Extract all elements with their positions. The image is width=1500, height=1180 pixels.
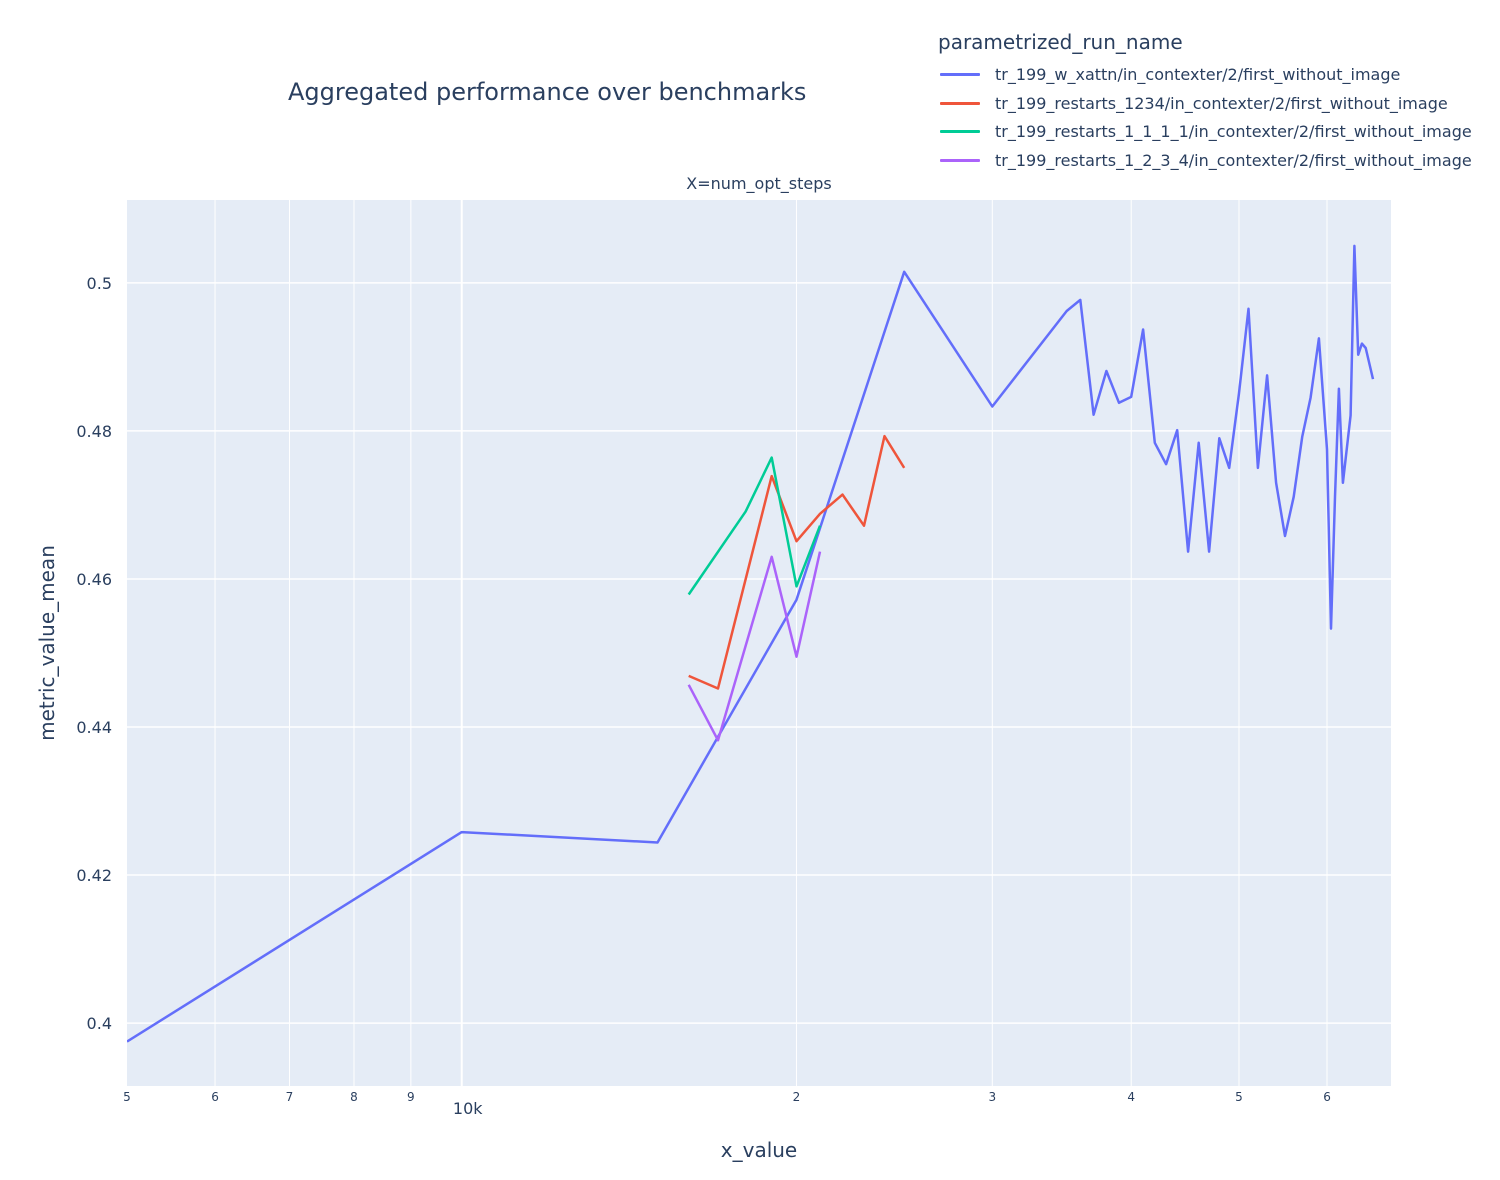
y-tick-label: 0.48: [76, 422, 112, 441]
x-tick-label: 5: [123, 1090, 131, 1104]
series-line-3[interactable]: [687, 551, 822, 742]
y-tick-label: 0.42: [76, 866, 112, 885]
legend-item-xattn[interactable]: tr_199_w_xattn/in_contexter/2/first_with…: [940, 64, 1400, 84]
x-tick-label: 6: [211, 1090, 219, 1104]
legend-item-restarts-1-2-3-4[interactable]: tr_199_restarts_1_2_3_4/in_contexter/2/f…: [940, 150, 1472, 170]
x-tick-label: 7: [286, 1090, 294, 1104]
legend-swatch: [940, 129, 980, 133]
y-tick-label: 0.5: [87, 274, 112, 293]
x-tick-label: 6: [1323, 1090, 1331, 1104]
chart-title: Aggregated performance over benchmarks: [288, 78, 807, 106]
x-tick-label: 3: [988, 1090, 996, 1104]
tick-labels: 5 6 7 8 9 2 3 4 5 6 10k 0.4 0.42 0.44 0.46 0.48 0.5: [76, 274, 1330, 1118]
grid-lines: [127, 200, 1391, 1086]
legend-swatch: [940, 101, 980, 105]
series-line-2[interactable]: [687, 456, 822, 596]
legend-label: tr_199_restarts_1234/in_contexter/2/firs…: [995, 93, 1448, 113]
x-tick-label: 4: [1127, 1090, 1135, 1104]
y-tick-label: 0.44: [76, 718, 112, 737]
series-lines: [127, 244, 1375, 1043]
x-tick-label: 2: [793, 1090, 801, 1104]
x-tick-label: 9: [407, 1090, 415, 1104]
y-tick-label: 0.46: [76, 570, 112, 589]
subplot-title: X=num_opt_steps: [686, 174, 832, 193]
x-tick-label: 5: [1235, 1090, 1243, 1104]
series-line-0[interactable]: [127, 244, 1375, 1043]
x-major-tick-label: 10k: [453, 1099, 483, 1118]
x-axis-title: x_value: [720, 1138, 798, 1162]
legend-item-restarts-1234[interactable]: tr_199_restarts_1234/in_contexter/2/firs…: [940, 93, 1448, 113]
legend-label: tr_199_restarts_1_1_1_1/in_contexter/2/f…: [995, 121, 1472, 141]
legend-label: tr_199_restarts_1_2_3_4/in_contexter/2/f…: [995, 150, 1472, 170]
plot-background: [127, 200, 1391, 1086]
legend-label: tr_199_w_xattn/in_contexter/2/first_with…: [995, 64, 1401, 84]
y-axis-title: metric_value_mean: [35, 545, 59, 741]
y-tick-label: 0.4: [87, 1014, 112, 1033]
legend-item-restarts-1-1-1-1[interactable]: tr_199_restarts_1_1_1_1/in_contexter/2/f…: [940, 121, 1472, 141]
legend-swatch: [940, 158, 980, 162]
legend-title: parametrized_run_name: [938, 30, 1183, 54]
x-tick-label: 8: [350, 1090, 358, 1104]
series-line-1[interactable]: [688, 434, 906, 690]
legend-swatch: [940, 72, 980, 76]
